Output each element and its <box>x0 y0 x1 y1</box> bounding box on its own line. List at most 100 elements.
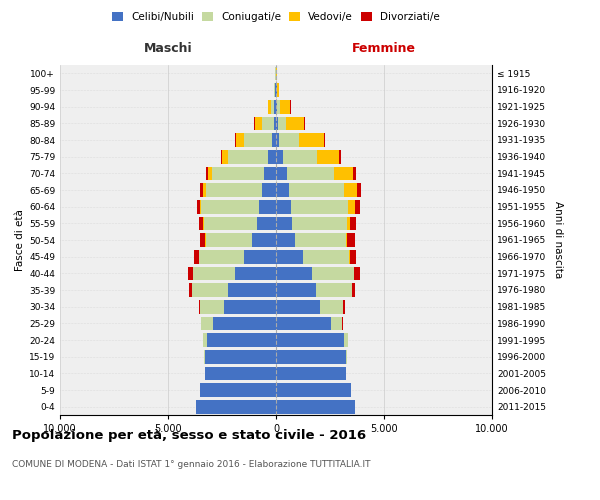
Bar <box>264 166 276 180</box>
Bar <box>280 133 299 147</box>
Bar <box>221 150 223 164</box>
Bar <box>192 283 229 297</box>
Bar <box>205 350 276 364</box>
Bar <box>347 216 350 230</box>
Bar <box>244 133 272 147</box>
Bar <box>214 316 276 330</box>
Bar <box>276 216 292 230</box>
Bar <box>206 183 262 197</box>
Bar <box>276 133 280 147</box>
Bar <box>316 283 352 297</box>
Y-axis label: Anni di nascita: Anni di nascita <box>553 202 563 278</box>
Bar <box>259 200 276 213</box>
Bar <box>194 250 199 264</box>
Bar <box>212 166 264 180</box>
Bar <box>274 83 275 97</box>
Bar <box>331 316 343 330</box>
Bar <box>201 316 202 330</box>
Bar <box>277 100 280 114</box>
Bar <box>276 283 316 297</box>
Bar <box>244 250 276 264</box>
Bar <box>276 183 289 197</box>
Bar <box>252 233 276 247</box>
Legend: Celibi/Nubili, Coniugati/e, Vedovi/e, Divorziati/e: Celibi/Nubili, Coniugati/e, Vedovi/e, Di… <box>108 8 444 26</box>
Bar <box>276 83 277 97</box>
Bar <box>350 250 356 264</box>
Bar <box>343 300 345 314</box>
Bar <box>272 133 276 147</box>
Bar <box>295 233 346 247</box>
Bar <box>223 150 229 164</box>
Bar <box>268 150 276 164</box>
Bar <box>276 166 287 180</box>
Bar <box>344 333 348 347</box>
Bar <box>317 150 339 164</box>
Bar <box>334 166 353 180</box>
Bar <box>276 300 320 314</box>
Bar <box>203 333 207 347</box>
Bar <box>188 283 191 297</box>
Bar <box>276 350 346 364</box>
Bar <box>206 233 252 247</box>
Text: Maschi: Maschi <box>143 42 193 55</box>
Bar <box>276 266 311 280</box>
Bar <box>271 100 274 114</box>
Bar <box>286 116 304 130</box>
Text: Femmine: Femmine <box>352 42 416 55</box>
Bar <box>355 200 360 213</box>
Bar <box>276 400 355 413</box>
Bar <box>274 116 276 130</box>
Bar <box>357 183 361 197</box>
Bar <box>346 350 347 364</box>
Bar <box>203 216 257 230</box>
Bar <box>199 250 244 264</box>
Bar <box>346 233 347 247</box>
Bar <box>200 183 203 197</box>
Bar <box>350 216 356 230</box>
Bar <box>208 166 212 180</box>
Bar <box>289 183 344 197</box>
Bar <box>311 266 354 280</box>
Bar <box>283 150 317 164</box>
Bar <box>205 366 276 380</box>
Bar <box>262 116 274 130</box>
Bar <box>352 283 355 297</box>
Bar <box>235 266 276 280</box>
Bar <box>348 200 355 213</box>
Bar <box>200 233 205 247</box>
Bar <box>292 216 347 230</box>
Bar <box>276 316 331 330</box>
Bar <box>299 133 324 147</box>
Bar <box>304 116 305 130</box>
Bar <box>277 83 279 97</box>
Bar <box>196 400 276 413</box>
Bar <box>255 116 262 130</box>
Bar <box>344 183 357 197</box>
Bar <box>200 300 224 314</box>
Bar <box>276 200 290 213</box>
Bar <box>290 200 348 213</box>
Bar <box>276 250 303 264</box>
Bar <box>262 183 276 197</box>
Bar <box>257 216 276 230</box>
Bar <box>204 350 205 364</box>
Bar <box>275 83 276 97</box>
Bar <box>193 266 235 280</box>
Bar <box>349 250 350 264</box>
Bar <box>278 116 286 130</box>
Bar <box>224 300 276 314</box>
Bar <box>200 200 202 213</box>
Bar <box>229 283 276 297</box>
Bar <box>354 266 359 280</box>
Bar <box>276 366 346 380</box>
Bar <box>235 133 236 147</box>
Bar <box>276 100 277 114</box>
Bar <box>274 100 276 114</box>
Text: Popolazione per età, sesso e stato civile - 2016: Popolazione per età, sesso e stato civil… <box>12 430 366 442</box>
Bar <box>206 166 208 180</box>
Bar <box>287 166 334 180</box>
Bar <box>353 166 356 180</box>
Bar <box>207 333 276 347</box>
Bar <box>276 150 283 164</box>
Bar <box>236 133 244 147</box>
